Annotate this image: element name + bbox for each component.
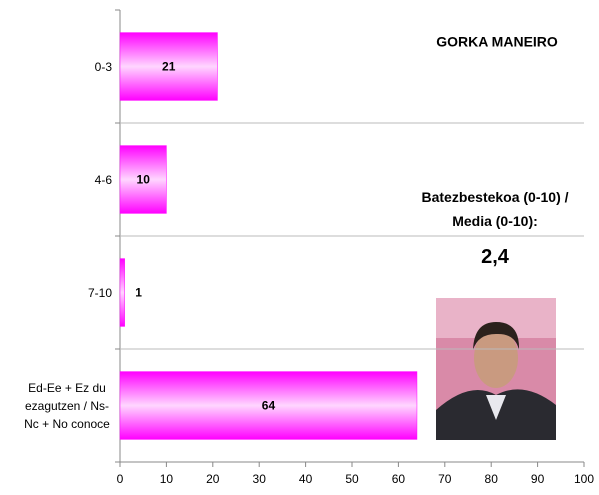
bar — [119, 32, 218, 101]
value-label: 10 — [137, 173, 151, 187]
bar — [119, 371, 418, 440]
x-tick-label: 80 — [485, 472, 499, 486]
y-tick-label: Ed-Ee + Ez du ezagutzen / Ns-Nc + No con… — [24, 380, 110, 431]
value-label: 21 — [162, 60, 176, 74]
x-tick-label: 0 — [117, 472, 124, 486]
annotation-value: 2,4 — [481, 246, 509, 268]
chart-title: GORKA MANEIRO — [436, 34, 558, 50]
x-tick-label: 100 — [574, 472, 594, 486]
x-tick-label: 50 — [345, 472, 359, 486]
value-label: 64 — [262, 399, 276, 413]
y-tick-label: 0-3 — [94, 59, 112, 74]
annotation: Batezbestekoa (0-10) / Media (0-10): — [421, 189, 569, 229]
photo — [436, 298, 556, 440]
x-tick-label: 10 — [160, 472, 174, 486]
x-tick-label: 20 — [206, 472, 220, 486]
bar — [119, 145, 167, 214]
x-tick-label: 30 — [253, 472, 267, 486]
x-tick-label: 60 — [392, 472, 406, 486]
y-tick-label: 7-10 — [87, 285, 112, 300]
x-tick-label: 70 — [438, 472, 452, 486]
x-tick-label: 90 — [531, 472, 545, 486]
y-tick-label: 4-6 — [94, 172, 112, 187]
bar — [119, 258, 125, 327]
value-label: 1 — [135, 286, 142, 300]
x-tick-label: 40 — [299, 472, 313, 486]
